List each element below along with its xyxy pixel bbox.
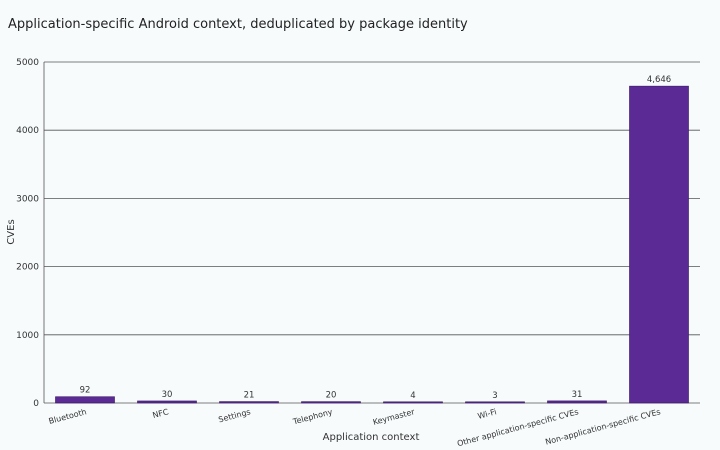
y-tick-labels: 0 1000 2000 3000 4000 5000 <box>16 58 39 409</box>
bar <box>137 400 197 404</box>
chart-title: Application-specific Android context, de… <box>8 17 468 32</box>
grid-lines <box>43 61 700 404</box>
bar <box>301 401 361 404</box>
y-tick-label: 0 <box>33 399 39 409</box>
data-label: 31 <box>572 390 583 400</box>
data-label: 4,646 <box>647 75 671 85</box>
x-tick-label: Keymaster <box>372 407 416 427</box>
bar <box>629 85 689 404</box>
bar <box>383 401 443 404</box>
bar <box>219 401 279 404</box>
data-label: 3 <box>492 391 497 401</box>
bars <box>55 85 689 404</box>
data-label: 92 <box>80 386 91 396</box>
data-label: 4 <box>410 391 415 401</box>
data-label: 30 <box>162 390 173 400</box>
bar <box>547 400 607 404</box>
x-tick-label: Wi-Fi <box>477 407 498 421</box>
data-labels: 92 30 21 20 4 3 31 4,646 <box>80 75 672 401</box>
y-tick-label: 4000 <box>16 126 39 136</box>
y-tick-label: 2000 <box>16 263 39 273</box>
bar <box>465 401 525 404</box>
y-axis-title: CVEs <box>6 219 17 244</box>
x-tick-label: Telephony <box>291 407 334 426</box>
x-tick-label: Bluetooth <box>48 407 88 426</box>
x-tick-label: NFC <box>152 407 170 420</box>
y-tick-label: 3000 <box>16 194 39 204</box>
bar <box>55 396 115 404</box>
y-tick-label: 1000 <box>16 331 39 341</box>
x-axis-title: Application context <box>323 432 420 443</box>
x-tick-label: Settings <box>217 407 251 424</box>
data-label: 21 <box>244 391 255 401</box>
data-label: 20 <box>326 391 337 401</box>
y-tick-label: 5000 <box>16 58 39 68</box>
